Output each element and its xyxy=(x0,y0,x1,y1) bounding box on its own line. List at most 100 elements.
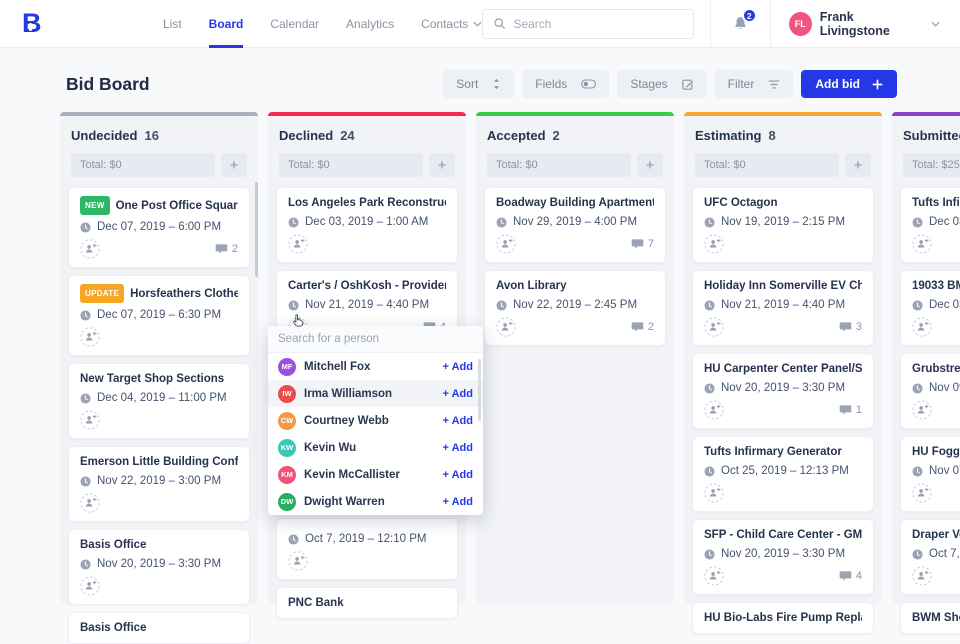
bid-card[interactable]: UPDATE Horsfeathers Clothes Store Dec 07, … xyxy=(68,275,250,356)
bid-card[interactable]: Grubstreet Nov 09, xyxy=(900,353,960,429)
bid-card[interactable]: Holiday Inn Somerville EV Chargers Nov 21… xyxy=(692,270,874,346)
column-submitted: Submitted Total: $25,2+ Tufts Infirm Dec 03… xyxy=(892,112,960,634)
assign-person-icon[interactable] xyxy=(80,410,100,430)
clock-icon xyxy=(80,558,91,570)
assign-person-icon[interactable] xyxy=(288,234,308,254)
column-add-bid-button[interactable]: + xyxy=(637,153,663,177)
bid-card-title: UPDATE Horsfeathers Clothes Store xyxy=(80,284,238,303)
comment-icon xyxy=(839,570,852,582)
bid-card-title: PNC Bank xyxy=(288,596,446,610)
person-row-mitchell-fox[interactable]: MF Mitchell Fox + Add xyxy=(268,353,483,380)
column-scrollbar[interactable] xyxy=(254,182,258,277)
bid-card-date-text: Dec 03, xyxy=(929,216,960,228)
bid-card[interactable]: BWM Show xyxy=(900,602,960,634)
add-person-button[interactable]: + Add xyxy=(442,414,473,427)
bid-card[interactable]: PNC Bank xyxy=(276,587,458,619)
column-add-bid-button[interactable]: + xyxy=(845,153,871,177)
bid-card[interactable]: 19033 BMC Dec 03, xyxy=(900,270,960,346)
chevron-down-icon xyxy=(473,21,482,27)
person-search[interactable] xyxy=(268,326,483,353)
column-count: 24 xyxy=(340,128,355,143)
column-add-bid-button[interactable]: + xyxy=(221,153,247,177)
search-input[interactable] xyxy=(513,16,683,31)
person-search-input[interactable] xyxy=(278,333,473,345)
bid-card[interactable]: NEW One Post Office Square - Le... Dec 07,… xyxy=(68,187,250,268)
assign-person-icon[interactable] xyxy=(912,566,932,586)
add-person-button[interactable]: + Add xyxy=(442,495,473,508)
assign-person-icon[interactable] xyxy=(80,576,100,596)
dropdown-scrollbar[interactable] xyxy=(478,359,481,421)
fields-label: Fields xyxy=(535,77,568,91)
bid-card[interactable]: Los Angeles Park Reconstruction Dec 03, 2… xyxy=(276,187,458,263)
bid-card[interactable]: Tufts Infirmary Generator Oct 25, 2019 – … xyxy=(692,436,874,512)
bid-card[interactable]: New Target Shop Sections Dec 04, 2019 – 1… xyxy=(68,363,250,439)
assign-person-icon[interactable] xyxy=(704,566,724,586)
status-badge: UPDATE xyxy=(80,284,125,303)
bid-card-title: Draper Volt xyxy=(912,528,960,542)
assign-person-icon[interactable] xyxy=(704,317,724,337)
add-person-button[interactable]: + Add xyxy=(442,468,473,481)
assign-person-icon[interactable] xyxy=(912,483,932,503)
nav-item-contacts[interactable]: Contacts xyxy=(421,0,482,48)
column-add-bid-button[interactable]: + xyxy=(429,153,455,177)
assign-person-icon[interactable] xyxy=(80,327,100,347)
bid-card[interactable]: Basis Office xyxy=(68,612,250,644)
bid-card[interactable]: Avon Library Nov 22, 2019 – 2:45 PM 2 xyxy=(484,270,666,346)
user-menu[interactable]: FL Frank Livingstone xyxy=(788,10,940,38)
bid-card-footer: 3 xyxy=(704,317,862,337)
app-logo[interactable]: B xyxy=(22,10,51,37)
bid-card[interactable]: Emerson Little Building Conferc... Nov 22… xyxy=(68,446,250,522)
bid-card[interactable]: Tufts Infirm Dec 03, xyxy=(900,187,960,263)
assign-person-icon[interactable] xyxy=(288,551,308,571)
person-row-dwight-warren[interactable]: DW Dwight Warren + Add xyxy=(268,488,483,515)
assign-person-icon[interactable] xyxy=(912,400,932,420)
person-avatar: KW xyxy=(278,438,296,457)
add-person-button[interactable]: + Add xyxy=(442,360,473,373)
sort-button[interactable]: Sort xyxy=(443,70,515,98)
bid-card-date-text: Nov 20, 2019 – 3:30 PM xyxy=(97,558,222,570)
person-row-kevin-mccallister[interactable]: KM Kevin McCallister + Add xyxy=(268,461,483,488)
assign-person-icon[interactable] xyxy=(496,234,516,254)
bid-card[interactable]: SFP - Child Care Center - GMP Pric... Nov… xyxy=(692,519,874,595)
bid-card-date-text: Nov 20, 2019 – 3:30 PM xyxy=(721,382,846,394)
bid-card[interactable]: Boadway Building Apartments Nov 29, 2019 … xyxy=(484,187,666,263)
nav-item-board[interactable]: Board xyxy=(209,0,244,48)
bid-card-title-text: One Post Office Square - Le... xyxy=(115,199,238,212)
add-person-button[interactable]: + Add xyxy=(442,387,473,400)
person-row-courtney-webb[interactable]: CW Courtney Webb + Add xyxy=(268,407,483,434)
assign-person-icon[interactable] xyxy=(912,317,932,337)
column-total-row: Total: $0 + xyxy=(279,153,455,177)
bid-card-date-text: Nov 20, 2019 – 3:30 PM xyxy=(721,548,846,560)
assign-person-icon[interactable] xyxy=(704,400,724,420)
nav-item-calendar[interactable]: Calendar xyxy=(270,0,319,48)
add-person-button[interactable]: + Add xyxy=(442,441,473,454)
toggle-icon xyxy=(581,79,597,89)
bid-card[interactable]: Draper Volt Oct 7, 20 xyxy=(900,519,960,595)
assign-person-icon[interactable] xyxy=(496,317,516,337)
bid-card-footer xyxy=(288,234,446,254)
nav-item-analytics[interactable]: Analytics xyxy=(346,0,394,48)
bid-card[interactable]: HU Fogg Mu Nov 07, xyxy=(900,436,960,512)
bid-card[interactable]: Oct 7, 2019 – 12:10 PM xyxy=(276,518,458,580)
bid-card-footer xyxy=(80,493,238,513)
global-search[interactable] xyxy=(482,8,694,39)
bid-card[interactable]: UFC Octagon Nov 19, 2019 – 2:15 PM xyxy=(692,187,874,263)
assign-person-icon[interactable] xyxy=(80,239,100,259)
person-row-kevin-wu[interactable]: KW Kevin Wu + Add xyxy=(268,434,483,461)
bid-card[interactable]: Basis Office Nov 20, 2019 – 3:30 PM xyxy=(68,529,250,605)
assign-person-icon[interactable] xyxy=(704,234,724,254)
clock-icon xyxy=(288,216,299,228)
nav-item-list[interactable]: List xyxy=(163,0,182,48)
assign-person-icon[interactable] xyxy=(704,483,724,503)
person-row-irma-williamson[interactable]: IW Irma Williamson + Add xyxy=(268,380,483,407)
assign-person-icon[interactable] xyxy=(80,493,100,513)
fields-button[interactable]: Fields xyxy=(522,70,610,98)
bid-card[interactable]: HU Bio-Labs Fire Pump Replacem... xyxy=(692,602,874,634)
add-bid-button[interactable]: Add bid xyxy=(801,70,897,98)
bid-card-date: Nov 19, 2019 – 2:15 PM xyxy=(704,215,862,229)
filter-button[interactable]: Filter xyxy=(714,70,794,98)
bid-card[interactable]: HU Carpenter Center Panel/Swit... Nov 20,… xyxy=(692,353,874,429)
stages-button[interactable]: Stages xyxy=(617,70,707,98)
assign-person-icon[interactable] xyxy=(912,234,932,254)
notifications-button[interactable]: 2 xyxy=(732,8,757,32)
